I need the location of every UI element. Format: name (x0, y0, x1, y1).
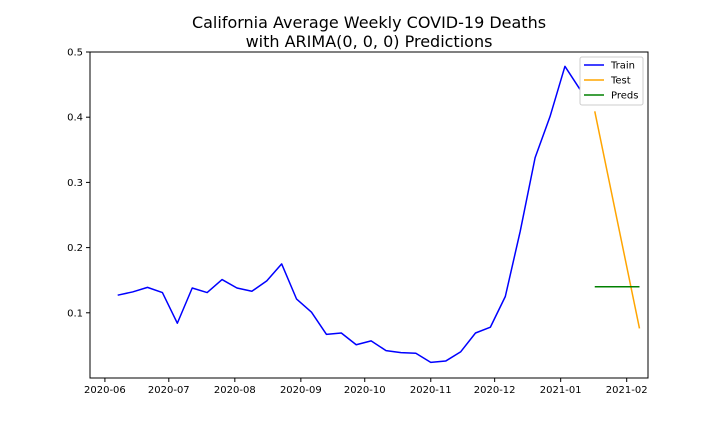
plot-frame (89, 51, 649, 379)
x-tick-label: 2020-07 (148, 385, 190, 396)
y-tick-label: 0.5 (67, 48, 83, 59)
x-tick-label: 2020-11 (410, 385, 452, 396)
series-line-test (594, 111, 641, 329)
x-tick-label: 2021-02 (606, 385, 648, 396)
y-tick-label: 0.4 (67, 113, 83, 124)
y-tick-label: 0.3 (67, 178, 83, 189)
series-line-train (117, 65, 581, 364)
legend-label-preds: Preds (611, 91, 638, 102)
x-tick-label: 2020-12 (474, 385, 516, 396)
legend-label-test: Test (610, 76, 631, 87)
plot-area (117, 65, 641, 364)
y-tick-label: 0.2 (67, 243, 83, 254)
chart-title-line-2: with ARIMA(0, 0, 0) Predictions (246, 32, 493, 51)
legend-label-train: Train (610, 61, 635, 72)
x-tick-label: 2020-09 (280, 385, 322, 396)
chart-title-line-1: California Average Weekly COVID-19 Death… (192, 13, 546, 32)
x-tick-label: 2020-10 (344, 385, 386, 396)
y-tick-label: 0.1 (67, 308, 83, 319)
legend-box (579, 56, 644, 106)
legend: Train Test Preds (579, 56, 644, 106)
x-tick-label: 2020-08 (214, 385, 256, 396)
x-tick-label: 2020-06 (84, 385, 126, 396)
x-tick-label: 2021-01 (540, 385, 582, 396)
